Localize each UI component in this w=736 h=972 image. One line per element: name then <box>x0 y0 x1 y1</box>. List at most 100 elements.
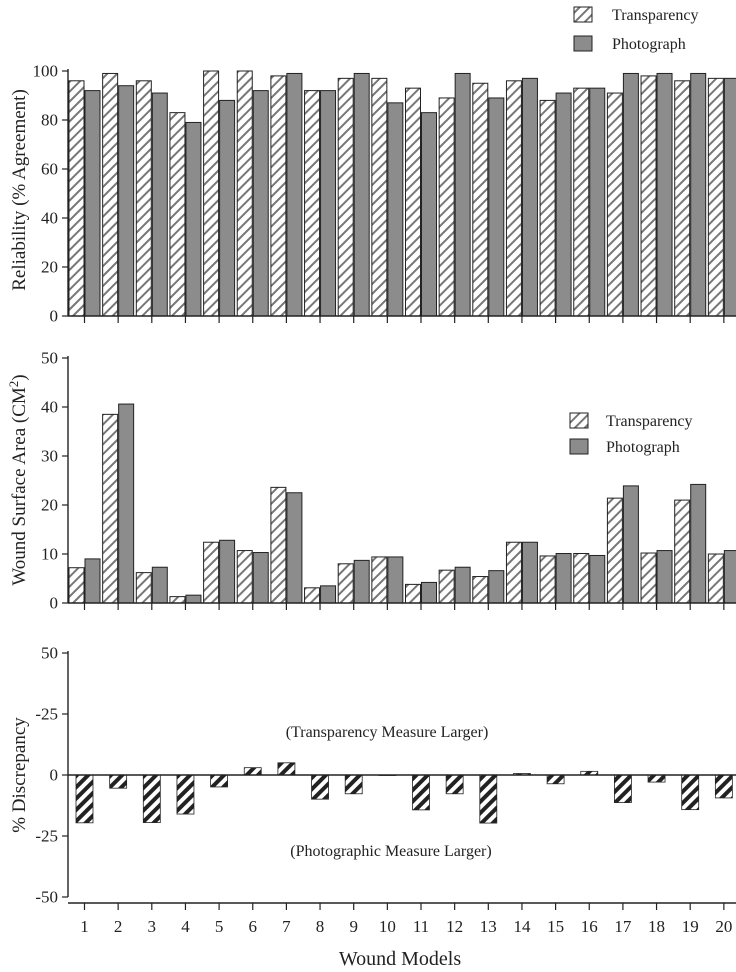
x-tick-label: 18 <box>648 917 665 936</box>
discrepancy-y-axis-label: % Discrepancy <box>9 717 30 833</box>
transparency-bar <box>68 80 85 317</box>
reliability-axes <box>67 69 736 323</box>
x-tick-label: 17 <box>614 917 632 936</box>
transparency-bar <box>270 75 287 317</box>
photograph-bar <box>353 72 370 317</box>
x-tick-label: 2 <box>114 917 123 936</box>
x-tick-label: 15 <box>547 917 564 936</box>
discrepancy-bar <box>344 774 363 795</box>
transparency-bar <box>135 80 152 317</box>
photograph-bar <box>320 90 337 317</box>
photograph-bar <box>286 492 303 604</box>
reliability-chart: Reliability (% Agreement) Transparency P… <box>9 6 736 326</box>
y-tick-label: 20 <box>41 258 58 277</box>
discrepancy-axes <box>67 651 736 910</box>
y-tick-label: -25 <box>35 705 58 724</box>
transparency-bar <box>707 553 724 604</box>
photograph-bar <box>84 558 101 604</box>
x-tick-label: 14 <box>513 917 531 936</box>
photograph-bar <box>219 539 236 604</box>
y-tick-label: 20 <box>41 496 58 515</box>
y-tick-label: 0 <box>50 766 59 785</box>
transparency-bar <box>236 550 253 604</box>
transparency-bar <box>472 576 489 604</box>
photograph-bar <box>286 72 303 317</box>
x-tick-label: 20 <box>715 917 732 936</box>
photograph-bar <box>723 550 736 604</box>
transparency-bar <box>505 541 522 604</box>
legend-photograph-swatch <box>569 438 589 455</box>
transparency-bar <box>573 87 590 317</box>
transparency-bar <box>707 77 724 317</box>
transparency-bar <box>674 80 691 317</box>
legend-photograph-label: Photograph <box>606 439 680 456</box>
transparency-bar <box>573 553 590 604</box>
photograph-bar <box>118 403 135 604</box>
photograph-bar <box>84 90 101 317</box>
transparency-bar <box>674 499 691 604</box>
transparency-bar <box>539 99 556 317</box>
reliability-y-axis-label: Reliability (% Agreement) <box>9 89 30 291</box>
discrepancy-bar <box>75 774 94 824</box>
photograph-bar <box>723 77 736 317</box>
x-tick-label: 13 <box>480 917 497 936</box>
surface-area-legend: Transparency Photograph <box>569 412 693 456</box>
transparency-bar <box>68 567 85 604</box>
y-tick-label: 40 <box>41 398 58 417</box>
transparency-bar <box>304 90 321 317</box>
photograph-bar <box>185 121 202 317</box>
transparency-bar <box>606 92 623 317</box>
transparency-bar <box>539 555 556 604</box>
y-tick-label: 10 <box>41 545 58 564</box>
transparency-bar <box>371 77 388 317</box>
discrepancy-bar <box>614 774 632 803</box>
photograph-bar <box>151 566 168 604</box>
discrepancy-bar <box>109 774 128 789</box>
photograph-bar <box>488 97 505 317</box>
photograph-bar <box>118 85 135 317</box>
photograph-bar <box>521 77 538 317</box>
reliability-y-ticks: 0 20 40 60 80 100 <box>33 62 68 326</box>
photograph-bar <box>589 87 606 317</box>
discrepancy-bar <box>243 767 262 776</box>
transparency-bar <box>438 97 455 317</box>
annotation-photographic-larger: (Photographic Measure Larger) <box>290 843 491 860</box>
transparency-bar <box>438 569 455 604</box>
discrepancy-bar <box>311 774 329 800</box>
surface-area-y-axis-label: Wound Surface Area (CM2) <box>6 374 31 585</box>
x-tick-label: 1 <box>80 917 89 936</box>
transparency-bar <box>169 112 186 317</box>
photograph-bar <box>690 483 707 604</box>
transparency-bar <box>472 82 489 317</box>
photograph-bar <box>320 585 337 604</box>
legend-photograph-swatch <box>573 35 593 52</box>
transparency-bar <box>606 497 623 604</box>
x-tick-label: 16 <box>581 917 598 936</box>
photograph-bar <box>589 554 606 604</box>
y-tick-label: 100 <box>33 62 59 81</box>
y-tick-label: 50 <box>41 349 58 368</box>
y-tick-label: 30 <box>41 447 58 466</box>
x-tick-label: 9 <box>349 917 358 936</box>
x-ticks: 1 2 3 4 5 6 7 8 9 10 11 12 13 14 15 16 17 18 19 20 <box>80 917 732 936</box>
transparency-bar <box>203 541 220 604</box>
transparency-bar <box>236 70 253 317</box>
x-tick-label: 6 <box>249 917 258 936</box>
photograph-bar <box>622 485 639 604</box>
discrepancy-bar <box>714 774 733 799</box>
x-tick-label: 12 <box>446 917 463 936</box>
reliability-legend: Transparency Photograph <box>573 6 699 53</box>
discrepancy-bar <box>479 774 498 824</box>
photograph-bar <box>555 92 572 317</box>
x-tick-label: 8 <box>316 917 325 936</box>
photograph-bar <box>185 594 202 604</box>
photograph-bar <box>353 559 370 604</box>
x-tick-label: 11 <box>413 917 429 936</box>
photograph-bar <box>454 566 471 604</box>
legend-transparency-swatch <box>569 412 589 429</box>
transparency-bar <box>102 72 119 317</box>
transparency-bar <box>304 587 321 604</box>
photograph-bar <box>252 552 269 604</box>
transparency-bar <box>505 80 522 317</box>
discrepancy-chart: % Discrepancy (Transparency Measure Larg… <box>9 644 736 970</box>
